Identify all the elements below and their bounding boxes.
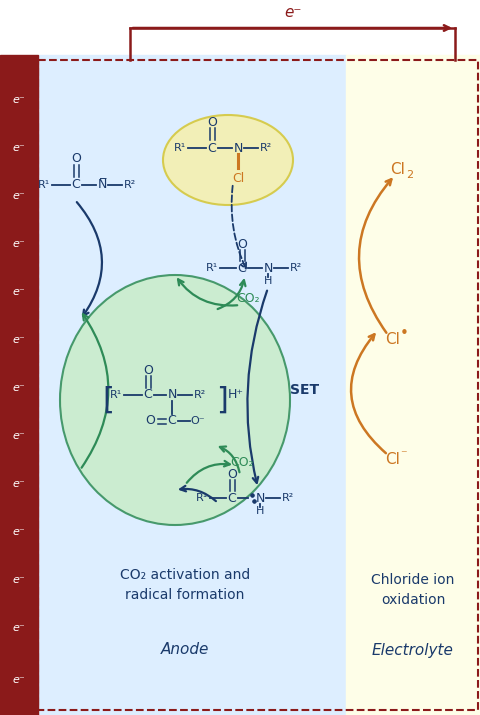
Bar	[0, 55, 38, 715]
Text: Electrolyte: Electrolyte	[372, 643, 454, 658]
Text: Anode: Anode	[161, 643, 209, 658]
Text: •: •	[400, 327, 409, 342]
Text: R¹: R¹	[110, 390, 122, 400]
Text: Cl: Cl	[390, 162, 405, 177]
Text: O: O	[227, 468, 237, 480]
Text: e⁻: e⁻	[12, 191, 25, 201]
Text: e⁻: e⁻	[12, 143, 25, 153]
Text: e⁻: e⁻	[12, 527, 25, 537]
Bar	[346, 55, 480, 715]
Text: O: O	[237, 237, 247, 250]
Text: H⁺: H⁺	[228, 388, 244, 402]
Text: R¹: R¹	[38, 180, 50, 190]
Text: e⁻: e⁻	[12, 431, 25, 441]
Text: e⁻: e⁻	[12, 575, 25, 585]
Text: CO₂: CO₂	[230, 455, 254, 468]
Text: C: C	[144, 388, 152, 402]
Text: Chloride ion: Chloride ion	[372, 573, 455, 587]
Ellipse shape	[60, 275, 290, 525]
Text: Cl: Cl	[385, 332, 400, 347]
Text: N: N	[255, 491, 264, 505]
Text: e⁻: e⁻	[12, 383, 25, 393]
Text: e⁻: e⁻	[12, 239, 25, 249]
Text: CO₂: CO₂	[236, 292, 260, 305]
Text: e⁻: e⁻	[12, 287, 25, 297]
Text: O: O	[71, 152, 81, 165]
Text: O: O	[143, 363, 153, 377]
Text: [: [	[102, 385, 114, 415]
Text: C: C	[168, 415, 176, 428]
Text: ⁻: ⁻	[400, 448, 407, 461]
Text: R²: R²	[290, 263, 302, 273]
Text: R²: R²	[194, 390, 206, 400]
Text: CO₂ activation and: CO₂ activation and	[120, 568, 250, 582]
Text: H: H	[256, 506, 264, 516]
Text: 2: 2	[406, 170, 413, 180]
Text: R²: R²	[260, 143, 272, 153]
Text: ]: ]	[216, 385, 228, 415]
Text: R¹: R¹	[196, 493, 208, 503]
Text: Cl: Cl	[232, 172, 244, 184]
Text: N: N	[233, 142, 243, 154]
Text: e⁻: e⁻	[12, 623, 25, 633]
Text: C: C	[208, 142, 216, 154]
Text: N: N	[264, 262, 273, 275]
Text: N̅: N̅	[97, 179, 107, 192]
Text: R¹: R¹	[206, 263, 218, 273]
Ellipse shape	[163, 115, 293, 205]
Text: e⁻: e⁻	[12, 479, 25, 489]
Text: SET: SET	[290, 383, 320, 397]
Text: H: H	[264, 276, 272, 286]
Text: e⁻: e⁻	[12, 95, 25, 105]
Text: C: C	[238, 262, 246, 275]
Text: e⁻: e⁻	[284, 5, 302, 20]
Text: N: N	[168, 388, 177, 402]
Text: oxidation: oxidation	[381, 593, 445, 607]
Text: C: C	[228, 491, 236, 505]
Text: O⁻: O⁻	[191, 416, 205, 426]
Text: R¹: R¹	[174, 143, 186, 153]
Text: O: O	[145, 415, 155, 428]
Text: R²: R²	[282, 493, 294, 503]
Text: e⁻: e⁻	[12, 335, 25, 345]
Bar	[38, 55, 346, 715]
Text: R²: R²	[124, 180, 136, 190]
Text: O: O	[207, 116, 217, 129]
Text: Cl: Cl	[385, 453, 400, 468]
Text: radical formation: radical formation	[125, 588, 245, 602]
Text: e⁻: e⁻	[12, 675, 25, 685]
Text: C: C	[72, 179, 80, 192]
